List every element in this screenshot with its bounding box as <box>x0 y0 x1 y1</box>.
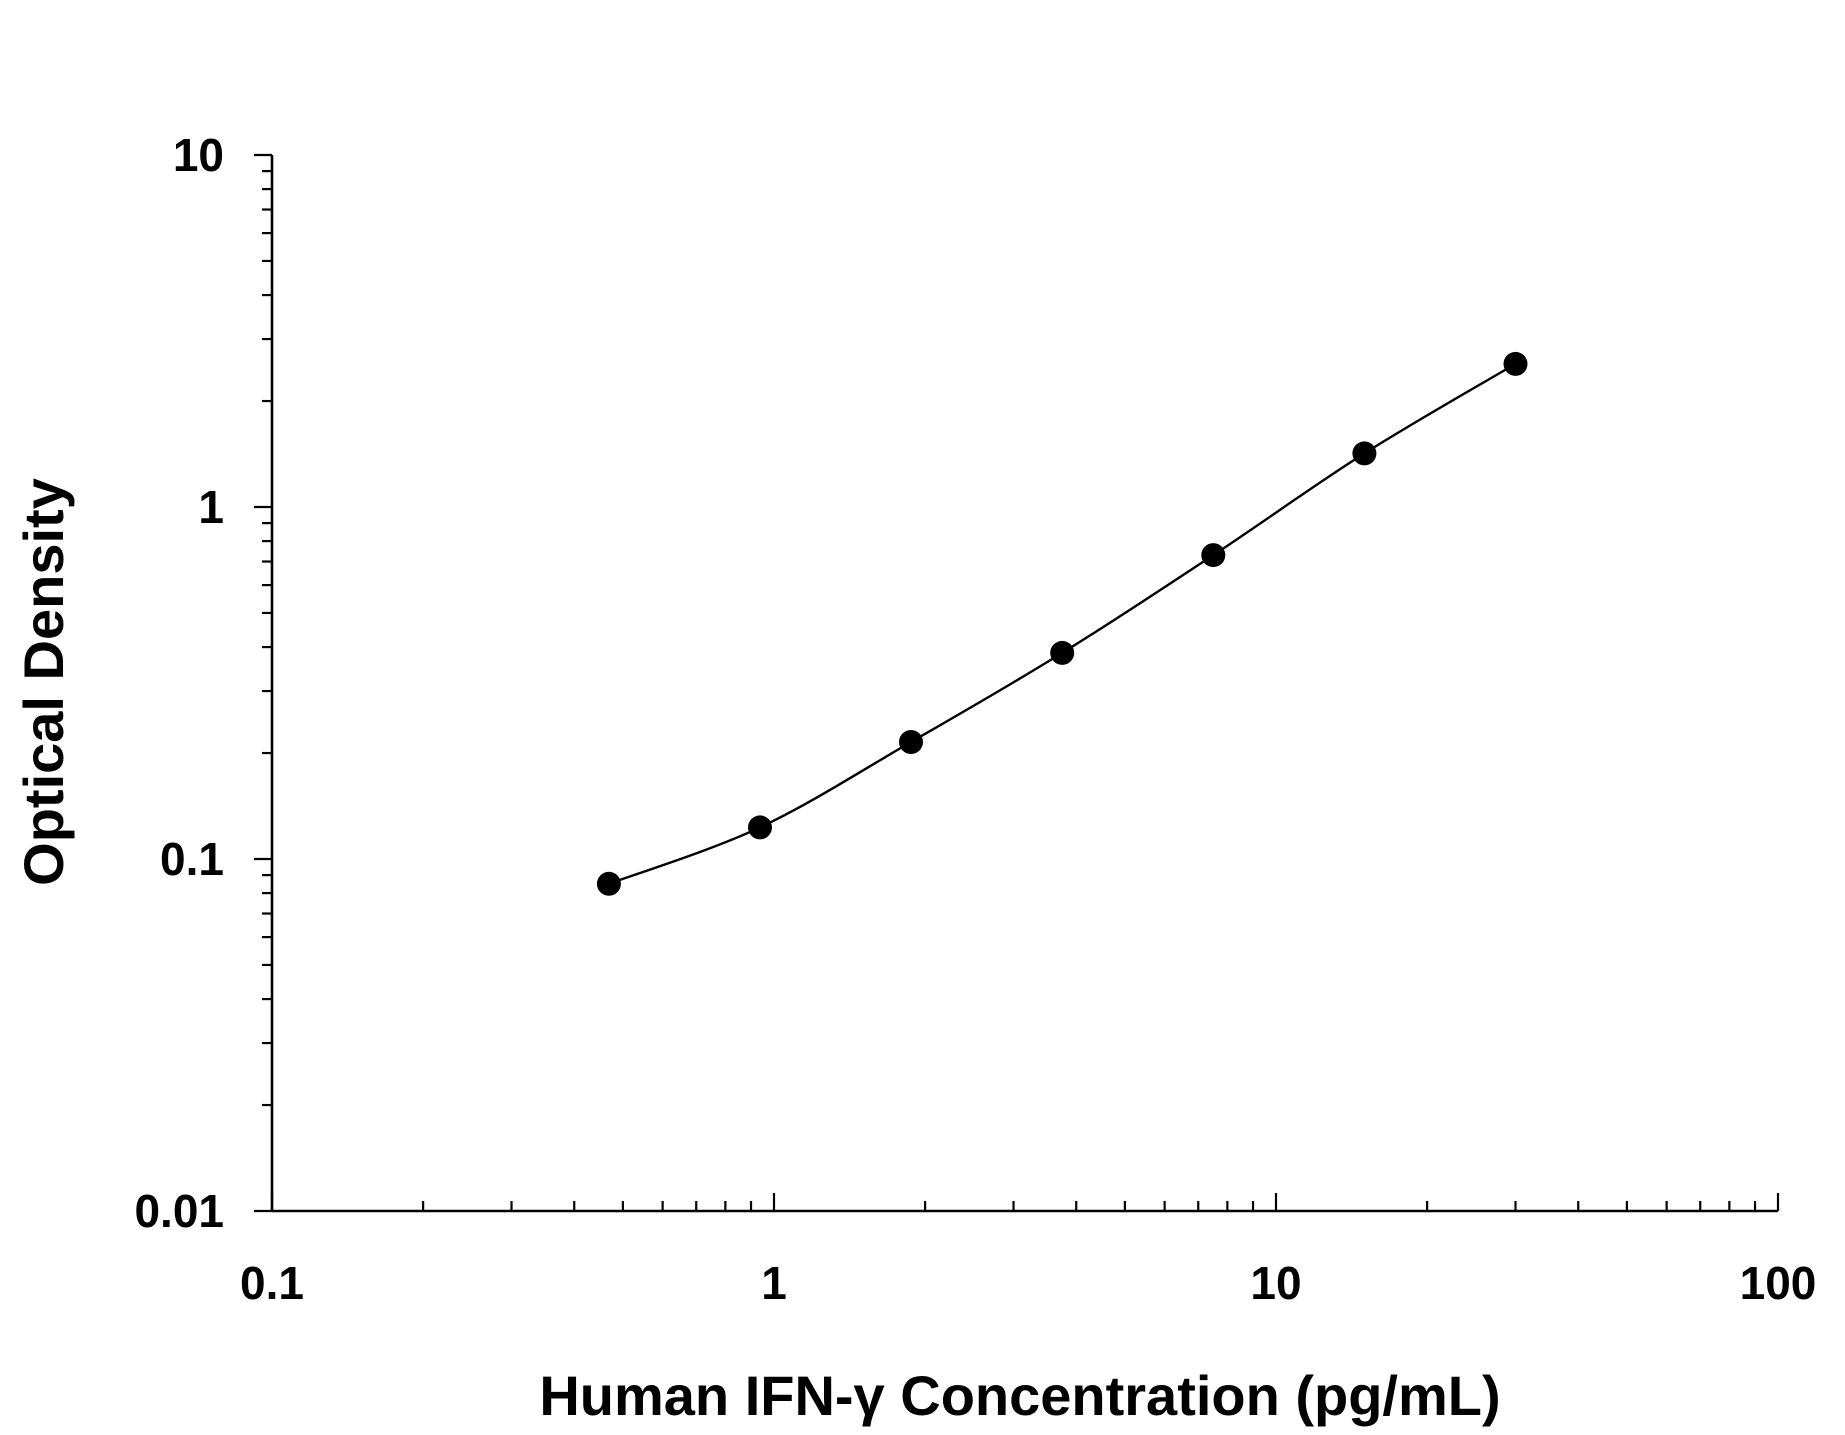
x-ticks <box>270 1193 1780 1211</box>
y-tick-label: 0.1 <box>160 833 224 885</box>
data-point <box>1050 640 1075 665</box>
y-tick-label: 0.01 <box>134 1185 224 1237</box>
y-tick-label: 1 <box>198 481 224 533</box>
fit-curve <box>608 362 1517 885</box>
data-point <box>1201 543 1226 568</box>
data-point <box>596 871 621 896</box>
y-ticks <box>254 153 272 1213</box>
x-tick-labels: 0.1 1 10 100 <box>240 1257 1816 1309</box>
x-tick-label: 0.1 <box>240 1257 304 1309</box>
axes <box>270 155 1778 1213</box>
data-point <box>1352 441 1377 466</box>
y-tick-labels: 0.01 0.1 1 10 <box>134 129 224 1237</box>
data-point <box>1503 351 1528 376</box>
data-points <box>596 351 1528 896</box>
y-tick-label: 10 <box>173 129 224 181</box>
y-axis-title: Optical Density <box>12 478 75 886</box>
data-point <box>748 815 772 840</box>
x-tick-label: 100 <box>1740 1257 1817 1309</box>
x-tick-label: 10 <box>1250 1257 1301 1309</box>
x-tick-label: 1 <box>761 1257 787 1309</box>
data-point <box>899 730 923 754</box>
x-axis-title: Human IFN-γ Concentration (pg/mL) <box>539 1364 1500 1427</box>
